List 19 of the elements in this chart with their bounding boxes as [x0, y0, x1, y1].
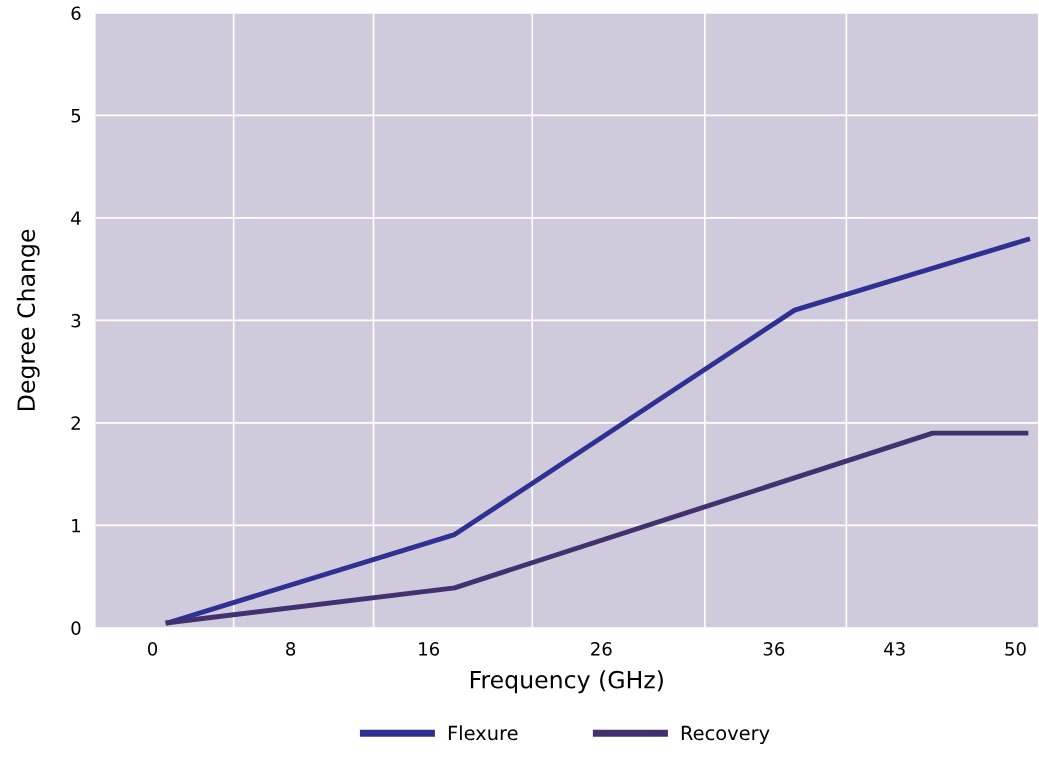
- y-tick-label: 0: [71, 621, 81, 635]
- line-series: [165, 236, 1031, 626]
- x-axis-title: Frequency (GHz): [470, 670, 663, 694]
- x-tick-label: 16: [419, 642, 440, 656]
- y-axis-title: Degree Change: [16, 229, 40, 410]
- x-tick-label: 26: [591, 642, 612, 656]
- legend-label: Flexure: [448, 725, 518, 741]
- legend-label: Recovery: [681, 725, 770, 745]
- y-tick-label: 1: [72, 519, 81, 533]
- x-tick-label: 43: [884, 642, 905, 656]
- y-tick-label: 2: [71, 416, 80, 430]
- y-tick-label: 3: [71, 313, 81, 328]
- y-tick-label: 5: [71, 109, 81, 123]
- y-tick-label: 6: [71, 6, 81, 21]
- x-tick-label: 0: [147, 642, 158, 656]
- x-tick-label: 36: [763, 642, 785, 656]
- y-tick-label: 4: [71, 211, 81, 225]
- x-tick-label: 50: [1005, 642, 1026, 656]
- x-tick-label: 8: [286, 642, 296, 656]
